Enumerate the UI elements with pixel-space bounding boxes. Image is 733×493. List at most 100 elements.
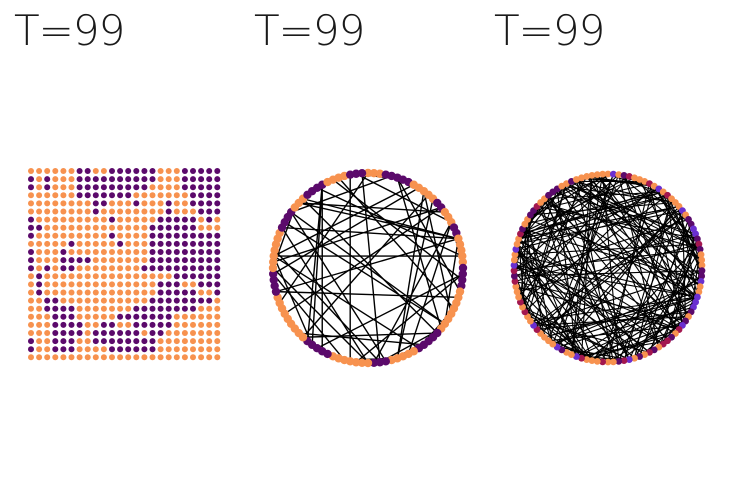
lattice-node [133, 313, 140, 320]
network-edge [533, 210, 698, 298]
lattice-node [117, 208, 124, 215]
network-node [696, 245, 704, 253]
network-edge [306, 184, 323, 342]
lattice-node [117, 346, 124, 353]
lattice-node [198, 200, 205, 207]
lattice-node [214, 330, 221, 336]
network-edge [279, 172, 369, 304]
lattice-node [206, 313, 213, 320]
lattice-node [157, 273, 164, 280]
lattice-node [149, 184, 156, 191]
lattice-node [84, 208, 91, 215]
lattice-node [198, 265, 205, 272]
lattice-node [92, 257, 99, 264]
lattice-node [181, 354, 188, 361]
lattice-node [141, 305, 148, 312]
lattice-node [141, 216, 148, 223]
lattice-node [125, 240, 132, 247]
lattice-node [198, 281, 205, 288]
lattice-node [84, 257, 91, 264]
lattice-node [44, 330, 51, 336]
lattice-node [60, 346, 67, 353]
lattice-node [52, 273, 59, 280]
lattice-node [109, 305, 115, 312]
lattice-node [84, 305, 91, 312]
lattice-node [109, 208, 115, 215]
network-edge [273, 255, 420, 349]
lattice-node [76, 273, 83, 280]
network-node [510, 256, 518, 264]
lattice-node [52, 232, 59, 239]
lattice-node [36, 232, 43, 239]
lattice-node [173, 297, 180, 304]
network-edge [281, 226, 459, 240]
lattice-node [149, 281, 156, 288]
lattice-node [60, 281, 67, 288]
lattice-node [214, 305, 221, 312]
network-node [573, 176, 580, 183]
network-edge [302, 198, 438, 334]
lattice-node [206, 297, 213, 304]
lattice-node [44, 216, 51, 223]
lattice-node [84, 313, 91, 320]
lattice-node [44, 297, 51, 304]
lattice-node [198, 321, 205, 328]
lattice-node [60, 224, 67, 231]
lattice-node [100, 176, 107, 183]
network-node [609, 358, 617, 366]
lattice-node [141, 313, 148, 320]
lattice-node [76, 168, 83, 174]
lattice-node [92, 321, 99, 328]
network-edge [516, 210, 683, 245]
lattice-node [214, 184, 221, 191]
lattice-node [125, 192, 132, 199]
lattice-node [149, 338, 156, 345]
lattice-node [190, 216, 196, 223]
network-edge [618, 174, 698, 240]
lattice-node [92, 176, 99, 183]
lattice-node [60, 321, 67, 328]
lattice-node [76, 313, 83, 320]
lattice-node [198, 232, 205, 239]
lattice-node [52, 257, 59, 264]
lattice-node [68, 240, 75, 247]
lattice-node [84, 297, 91, 304]
lattice-node [157, 354, 164, 361]
lattice-node [76, 281, 83, 288]
lattice-node [76, 240, 83, 247]
lattice-node [109, 265, 115, 272]
lattice-node [109, 289, 115, 296]
lattice-node [190, 297, 196, 304]
lattice-node [76, 346, 83, 353]
network-edge [518, 188, 660, 240]
network-edge [533, 315, 689, 326]
lattice-node [198, 305, 205, 312]
lattice-node [190, 224, 196, 231]
lattice-node [84, 224, 91, 231]
lattice-node [214, 346, 221, 353]
lattice-node [36, 330, 43, 336]
lattice-node [214, 249, 221, 255]
lattice-node [28, 168, 34, 174]
lattice-node [36, 200, 43, 207]
lattice-node [141, 321, 148, 328]
lattice-node [133, 168, 140, 174]
lattice-node [36, 338, 43, 345]
lattice-node [149, 240, 156, 247]
network-edge [284, 206, 442, 315]
lattice-node [141, 273, 148, 280]
network-node [697, 251, 705, 259]
lattice-node [141, 330, 148, 336]
network-node [268, 263, 278, 273]
lattice-node [28, 305, 34, 312]
lattice-node [92, 232, 99, 239]
network-node [625, 356, 633, 363]
lattice-node [214, 281, 221, 288]
lattice-node [100, 297, 107, 304]
lattice-node [181, 281, 188, 288]
network-edge [273, 184, 415, 257]
network-edge [556, 206, 680, 348]
network-edge [648, 183, 683, 326]
lattice-node [198, 168, 205, 174]
network-edge [618, 306, 694, 362]
